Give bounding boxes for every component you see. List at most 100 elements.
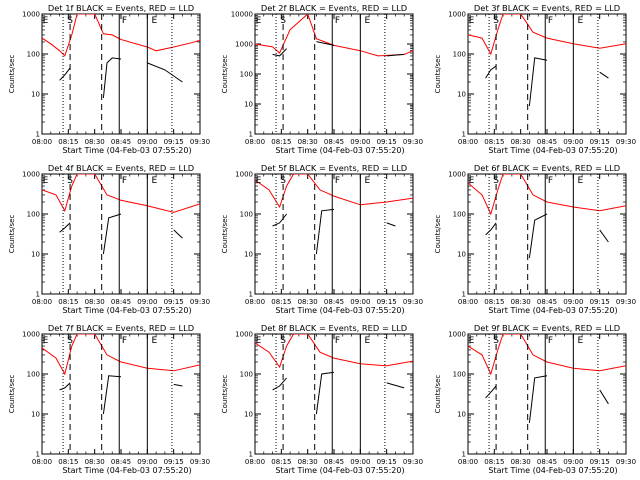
- region-label: S: [280, 176, 286, 186]
- x-tick-label: 08:15: [484, 138, 504, 146]
- events-series-line: [528, 57, 548, 107]
- x-tick-label: 09:30: [190, 298, 210, 306]
- y-tick-label: 100: [240, 71, 253, 79]
- y-tick-label: 1: [36, 131, 40, 139]
- y-tick-label: 1: [36, 451, 40, 459]
- region-label: E: [365, 176, 371, 186]
- y-axis-label: Counts/sec: [8, 375, 16, 414]
- panel-det-3: Det 3f BLACK = Events, RED = LLD 1 10 100 10…: [434, 3, 636, 155]
- x-tick-label: 08:45: [324, 458, 344, 466]
- y-tick-label: 100: [453, 211, 466, 219]
- y-tick-label: 100: [27, 51, 40, 59]
- x-tick-label: 08:15: [58, 458, 78, 466]
- y-tick-label: 1: [249, 291, 253, 299]
- x-tick-label: 09:00: [563, 458, 583, 466]
- events-series-line: [272, 213, 287, 227]
- x-tick-label: 09:00: [137, 138, 157, 146]
- y-tick-label: 1000: [235, 41, 253, 49]
- x-tick-label: 09:15: [164, 458, 184, 466]
- y-tick-label: 10: [457, 91, 466, 99]
- events-series-line: [315, 208, 335, 255]
- x-tick-label: 08:45: [537, 138, 557, 146]
- y-tick-label: 1000: [22, 11, 40, 19]
- region-label: E: [365, 16, 371, 26]
- y-tick-label: 10000: [231, 11, 253, 19]
- y-tick-label: 1000: [235, 331, 253, 339]
- x-tick-label: 08:00: [458, 298, 478, 306]
- x-tick-label: 08:00: [32, 458, 52, 466]
- plot-content: [255, 174, 413, 255]
- x-tick-label: 08:30: [511, 138, 531, 146]
- x-axis-label: Start Time (04-Feb-03 07:55:20): [275, 306, 404, 315]
- events-series-line: [386, 382, 405, 389]
- y-tick-label: 10: [457, 411, 466, 419]
- y-tick-label: 10: [31, 411, 40, 419]
- events-series-line: [59, 67, 71, 81]
- events-series-line: [485, 385, 497, 399]
- events-series-line: [272, 48, 287, 57]
- plot-content: [255, 334, 413, 415]
- y-tick-label: 1000: [22, 171, 40, 179]
- x-tick-label: 08:00: [245, 298, 265, 306]
- y-axis-label: Counts/sec: [434, 215, 442, 254]
- region-label: F: [548, 176, 553, 186]
- panel-det-1: Det 1f BLACK = Events, RED = LLD 1 10 100 10…: [8, 3, 210, 155]
- region-label: E: [256, 336, 262, 346]
- region-label: E: [256, 176, 262, 186]
- panel-det-5: Det 5f BLACK = Events, RED = LLD 1 10 100 10…: [221, 163, 423, 315]
- region-label: S: [67, 176, 73, 186]
- events-series-line: [485, 65, 497, 79]
- region-label: E: [256, 16, 262, 26]
- x-tick-label: 08:15: [271, 138, 291, 146]
- x-tick-label: 08:45: [111, 138, 131, 146]
- region-label: F: [335, 176, 340, 186]
- x-tick-label: 09:30: [616, 138, 636, 146]
- x-tick-label: 08:30: [511, 458, 531, 466]
- events-series-line: [485, 222, 497, 236]
- plot-content: [42, 334, 200, 415]
- x-tick-label: 08:15: [271, 458, 291, 466]
- y-axis-label: Counts/sec: [8, 55, 16, 94]
- region-label: F: [335, 16, 340, 26]
- x-tick-label: 08:45: [111, 298, 131, 306]
- x-tick-label: 09:00: [137, 458, 157, 466]
- x-tick-label: 09:00: [350, 458, 370, 466]
- region-label: E: [152, 176, 158, 186]
- x-tick-label: 09:15: [590, 138, 610, 146]
- panel-det-8: Det 8f BLACK = Events, RED = LLD 1 10 100 10…: [221, 323, 423, 475]
- x-axis-label: Start Time (04-Feb-03 07:55:20): [62, 466, 191, 475]
- y-tick-label: 100: [27, 371, 40, 379]
- y-tick-label: 1: [462, 291, 466, 299]
- panel-det-2: Det 2f BLACK = Events, RED = LLD 1 10 100 10…: [221, 3, 423, 155]
- y-tick-label: 10: [244, 251, 253, 259]
- x-tick-label: 09:15: [377, 298, 397, 306]
- plot-frame: [254, 333, 414, 455]
- y-tick-label: 1000: [448, 171, 466, 179]
- region-label: F: [122, 336, 127, 346]
- y-tick-label: 10: [31, 251, 40, 259]
- y-tick-label: 100: [27, 211, 40, 219]
- y-tick-label: 1000: [448, 331, 466, 339]
- y-axis-label: Counts/sec: [221, 375, 229, 414]
- y-tick-label: 100: [453, 371, 466, 379]
- x-tick-label: 09:30: [403, 138, 423, 146]
- x-tick-label: 09:15: [164, 298, 184, 306]
- x-tick-label: 08:00: [32, 138, 52, 146]
- panel-title: Det 1f BLACK = Events, RED = LLD: [48, 3, 194, 13]
- plot-frame: [254, 173, 414, 295]
- x-tick-label: 08:00: [245, 458, 265, 466]
- x-axis-label: Start Time (04-Feb-03 07:55:20): [62, 146, 191, 155]
- y-tick-label: 10: [244, 411, 253, 419]
- y-tick-label: 1: [249, 451, 253, 459]
- x-tick-label: 08:30: [298, 138, 318, 146]
- region-label: E: [469, 176, 475, 186]
- y-tick-label: 1: [462, 131, 466, 139]
- panel-title: Det 7f BLACK = Events, RED = LLD: [48, 323, 194, 333]
- region-label: E: [578, 16, 584, 26]
- events-series-line: [316, 41, 335, 46]
- x-tick-label: 09:00: [350, 298, 370, 306]
- x-tick-label: 09:15: [590, 298, 610, 306]
- lld-series-line: [468, 174, 626, 216]
- plot-frame: [254, 13, 414, 135]
- x-tick-label: 08:15: [484, 298, 504, 306]
